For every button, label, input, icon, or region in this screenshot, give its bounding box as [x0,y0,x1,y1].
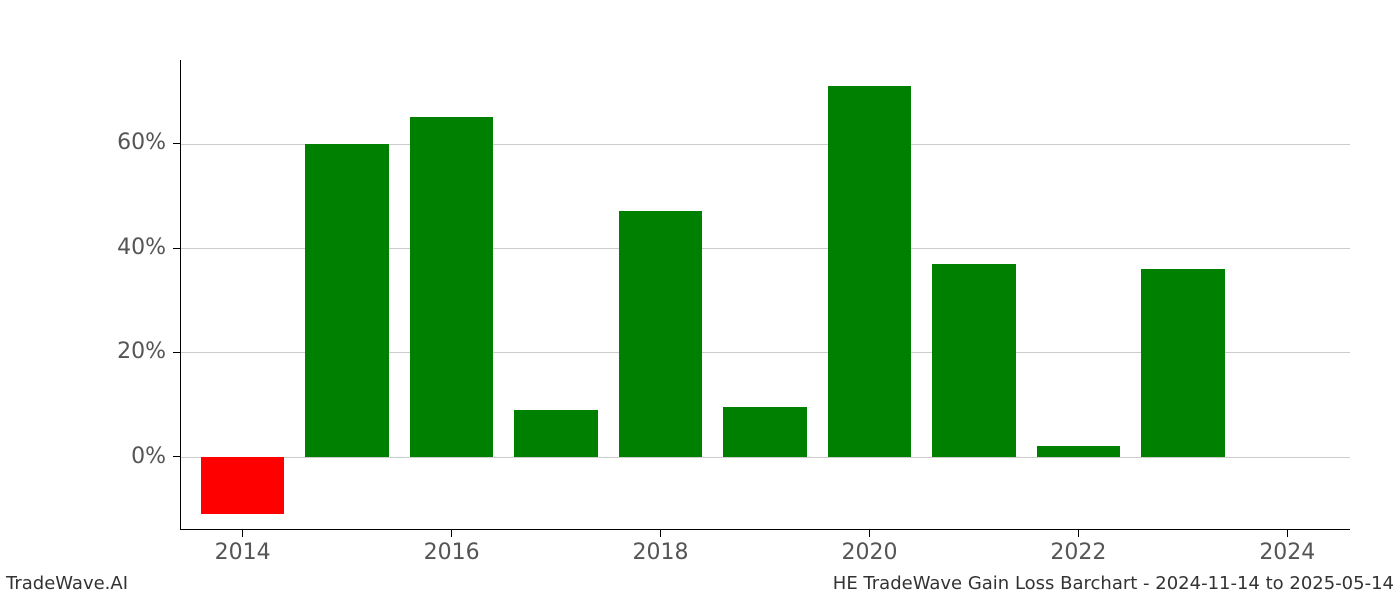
x-tick-label: 2014 [193,540,293,565]
x-tick-label: 2016 [402,540,502,565]
x-tick [1287,530,1288,537]
bar [410,117,494,456]
x-tick [1078,530,1079,537]
x-tick-label: 2020 [819,540,919,565]
y-tick [173,352,180,353]
grid-line [180,457,1350,458]
bar [828,86,912,457]
bar [201,457,285,514]
footer-right-title: HE TradeWave Gain Loss Barchart - 2024-1… [833,573,1394,594]
bar [932,264,1016,457]
plot-area: 0%20%40%60%201420162018202020222024 [180,60,1350,530]
y-tick-label: 0% [86,444,166,469]
y-tick [173,248,180,249]
footer-left-brand: TradeWave.AI [6,573,128,594]
y-tick [173,143,180,144]
bar [723,407,807,457]
bar [1141,269,1225,457]
y-tick-label: 60% [86,130,166,155]
bar [514,410,598,457]
y-axis-line [180,60,181,530]
y-tick-label: 20% [86,339,166,364]
bar [619,211,703,456]
x-tick [660,530,661,537]
x-tick [869,530,870,537]
x-axis-line [180,529,1350,530]
x-tick-label: 2024 [1237,540,1337,565]
gain-loss-barchart: 0%20%40%60%201420162018202020222024 Trad… [0,0,1400,600]
y-tick-label: 40% [86,235,166,260]
x-tick-label: 2018 [611,540,711,565]
x-tick-label: 2022 [1028,540,1128,565]
x-tick [242,530,243,537]
y-tick [173,456,180,457]
x-tick [451,530,452,537]
bar [305,144,389,457]
bar [1037,446,1121,456]
